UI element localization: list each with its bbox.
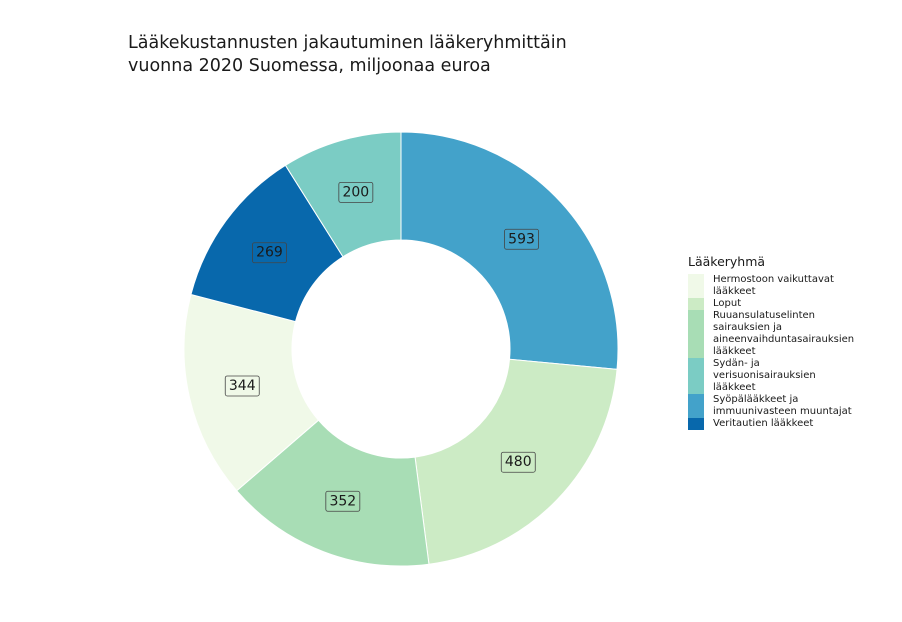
slice-label-text: 269 [256, 245, 283, 261]
legend-item[interactable]: Syöpälääkkeet ja immuunivasteen muuntajat [688, 394, 888, 418]
slice-label-box [325, 490, 361, 512]
legend-swatch [688, 298, 704, 310]
slice-label-2: 352 [325, 490, 361, 512]
legend-swatch [688, 358, 704, 394]
legend-label-line: Syöpälääkkeet ja [713, 394, 799, 405]
legend-label-line: Loput [713, 298, 742, 309]
legend-label-line: Ruuansulatuselinten [713, 310, 816, 321]
legend-label-line: aineenvaihduntasairauksien [713, 334, 855, 345]
slice-label-5: 200 [338, 181, 374, 203]
legend-label-line: immuunivasteen muuntajat [713, 406, 852, 417]
slice-label-box [224, 375, 260, 397]
slice-label-text: 593 [508, 231, 535, 247]
legend-label-line: sairauksien ja [713, 322, 783, 333]
legend-label-line: Sydän- ja [713, 358, 760, 369]
legend-items: Hermostoon vaikuttavat lääkkeet Loput Ruuan… [688, 274, 888, 430]
legend-label-line: Hermostoon vaikuttavat [713, 274, 834, 285]
slice-label-text: 480 [505, 454, 532, 470]
legend-item[interactable]: Loput [688, 298, 888, 310]
legend-label: Sydän- ja verisuonisairauksien lääkkeet [713, 358, 816, 394]
slice-label-text: 352 [329, 493, 356, 509]
chart-title-line-1: Lääkekustannusten jakautuminen lääkeryhm… [128, 33, 567, 53]
slice-label-text: 344 [229, 378, 256, 394]
legend-label: Veritautien lääkkeet [713, 418, 813, 430]
legend-label: Syöpälääkkeet ja immuunivasteen muuntajat [713, 394, 852, 418]
legend-label-line: lääkkeet [713, 382, 756, 393]
legend-item[interactable]: Ruuansulatuselinten sairauksien ja aineenv… [688, 310, 888, 358]
slice-0[interactable] [400, 131, 619, 370]
slice-label-text: 200 [342, 184, 369, 200]
legend-item[interactable]: Veritautien lääkkeet [688, 418, 888, 430]
slice-label-box [252, 242, 287, 264]
legend-label-line: lääkkeet [713, 286, 756, 297]
legend-item[interactable]: Hermostoon vaikuttavat lääkkeet [688, 274, 888, 298]
legend-label: Loput [713, 298, 741, 310]
legend-swatch [688, 310, 704, 358]
legend: Lääkeryhmä Hermostoon vaikuttavat lääkkee… [688, 254, 888, 430]
chart-title: Lääkekustannusten jakautuminen lääkeryhm… [128, 32, 588, 78]
legend-label-line: Veritautien lääkkeet [713, 418, 814, 429]
legend-label: Hermostoon vaikuttavat lääkkeet [713, 274, 834, 298]
slice-label-3: 344 [224, 375, 260, 397]
legend-swatch [688, 418, 704, 430]
slice-label-1: 480 [500, 451, 536, 473]
slice-label-4: 269 [252, 242, 287, 264]
chart-title-line-2: vuonna 2020 Suomessa, miljoonaa euroa [128, 56, 491, 76]
legend-label-line: lääkkeet [713, 346, 756, 357]
slice-label-box [500, 451, 536, 473]
legend-swatch [688, 394, 704, 418]
legend-swatch [688, 274, 704, 298]
slice-label-box [504, 228, 539, 250]
slice-label-0: 593 [504, 228, 539, 250]
legend-title: Lääkeryhmä [688, 254, 766, 269]
slice-label-box [338, 181, 374, 203]
legend-label: Ruuansulatuselinten sairauksien ja aineenv… [713, 310, 854, 358]
legend-item[interactable]: Sydän- ja verisuonisairauksien lääkkeet [688, 358, 888, 394]
legend-label-line: verisuonisairauksien [713, 370, 816, 381]
